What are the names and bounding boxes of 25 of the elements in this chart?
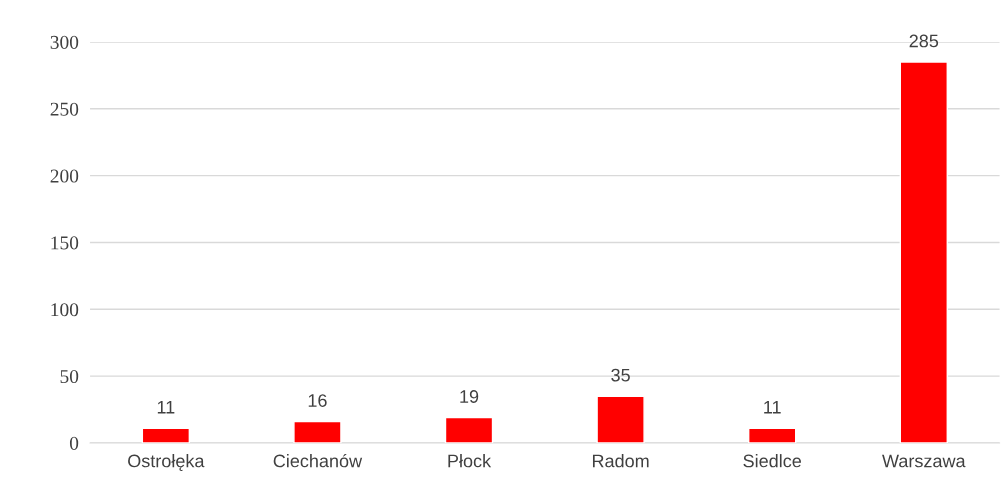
bar [748, 427, 797, 443]
data-label: 11 [764, 401, 781, 414]
x-tick-label: Ciechanów [273, 453, 363, 468]
data-label: 11 [157, 401, 175, 414]
data-label: 285 [909, 34, 939, 48]
bar [293, 420, 342, 443]
y-tick-label: 50 [60, 369, 79, 384]
x-tick-label: Siedlce [743, 454, 801, 468]
x-tick-label: Ostrołęka [128, 454, 205, 471]
bar [596, 395, 645, 443]
bar [899, 61, 948, 443]
x-tick-label: Radom [592, 454, 649, 468]
data-label: 16 [308, 394, 327, 407]
y-tick-label: 200 [50, 169, 79, 183]
y-tick-label: 0 [69, 436, 79, 450]
data-label: 19 [460, 390, 479, 403]
y-tick-label: 250 [50, 102, 79, 116]
y-tick-label: 100 [51, 303, 79, 317]
y-tick-label: 150 [51, 236, 79, 250]
bar [444, 416, 494, 443]
x-tick-label: Płock [448, 454, 492, 468]
bar [141, 427, 191, 443]
y-tick-label: 300 [50, 35, 79, 49]
x-tick-label: Warszawa [882, 454, 966, 468]
data-label: 35 [611, 368, 630, 382]
